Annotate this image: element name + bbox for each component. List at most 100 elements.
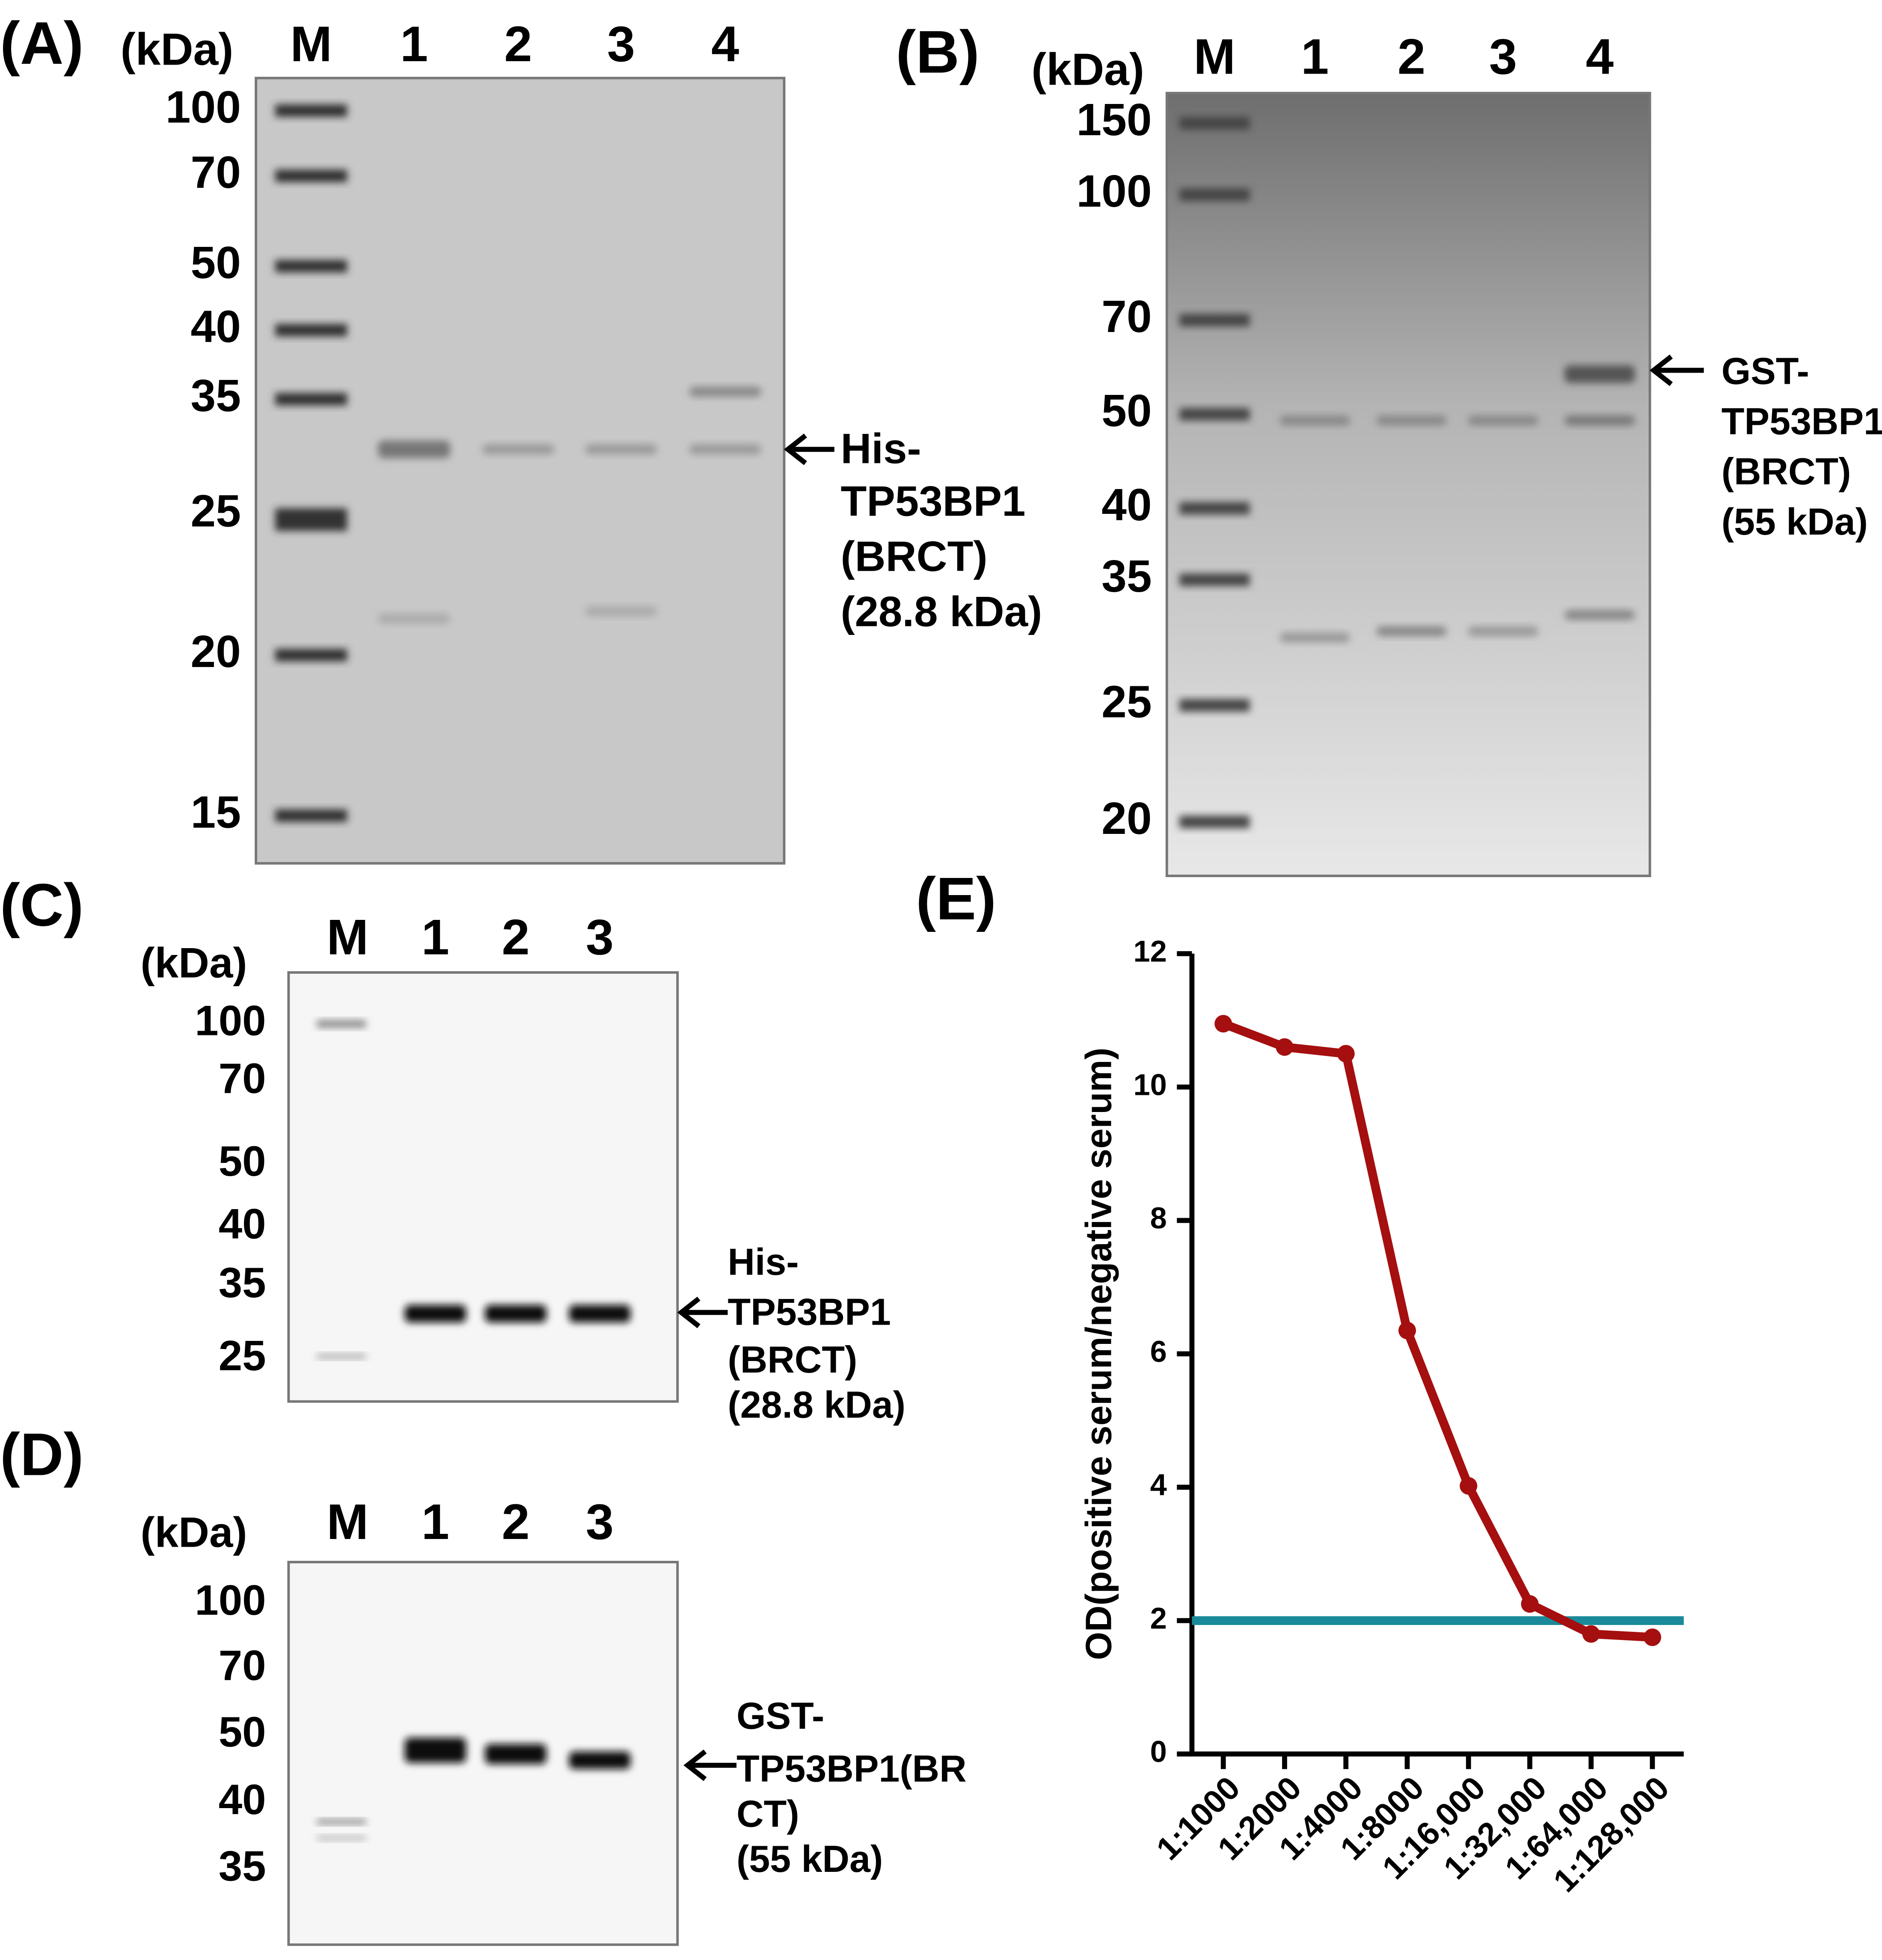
protein-band bbox=[569, 1305, 631, 1322]
protein-band bbox=[585, 606, 657, 617]
protein-band bbox=[1279, 632, 1350, 643]
data-point bbox=[1460, 1477, 1478, 1495]
marker-band bbox=[317, 1020, 366, 1028]
arrow bbox=[784, 433, 834, 466]
annotation: (BRCT) bbox=[840, 533, 987, 581]
marker-label: 70 bbox=[191, 147, 241, 198]
series-line bbox=[1222, 1020, 1653, 1642]
gel bbox=[287, 971, 679, 1403]
marker-label: 40 bbox=[1101, 480, 1152, 530]
marker-label: 25 bbox=[1101, 676, 1152, 727]
annotation: (55 kDa) bbox=[736, 1838, 883, 1880]
panel-label: (C) bbox=[0, 871, 83, 938]
marker-label: 15 bbox=[191, 787, 241, 837]
data-point bbox=[1398, 1322, 1416, 1340]
lane-label: M bbox=[1193, 28, 1235, 84]
annotation: GST- bbox=[1722, 350, 1809, 392]
marker-band bbox=[275, 809, 347, 822]
arrow bbox=[677, 1296, 728, 1328]
marker-label: 35 bbox=[1101, 551, 1152, 602]
unit-label: (kDa) bbox=[1031, 44, 1144, 95]
marker-label: 40 bbox=[219, 1200, 266, 1248]
y-tick-label: 2 bbox=[1150, 1601, 1167, 1635]
marker-label: 35 bbox=[191, 371, 241, 421]
lane-label: 2 bbox=[502, 1494, 529, 1550]
data-point bbox=[1276, 1038, 1294, 1056]
marker-band bbox=[275, 649, 347, 661]
y-tick-label: 8 bbox=[1150, 1201, 1167, 1235]
marker-band bbox=[317, 1835, 366, 1841]
data-point bbox=[1643, 1628, 1661, 1646]
protein-band bbox=[585, 444, 657, 454]
annotation: His- bbox=[728, 1240, 799, 1283]
marker-band bbox=[275, 104, 347, 117]
marker-label: 50 bbox=[1101, 385, 1152, 436]
protein-band bbox=[378, 614, 450, 624]
protein-band bbox=[1376, 626, 1447, 637]
marker-label: 50 bbox=[219, 1138, 266, 1185]
protein-band bbox=[485, 1305, 546, 1322]
protein-band bbox=[378, 440, 450, 458]
lane-label: 1 bbox=[422, 1494, 449, 1550]
annotation: (BRCT) bbox=[728, 1338, 858, 1381]
marker-label: 70 bbox=[219, 1055, 266, 1102]
annotation: TP53BP1 bbox=[728, 1291, 891, 1333]
marker-label: 100 bbox=[195, 997, 266, 1044]
protein-band bbox=[1564, 365, 1635, 383]
marker-label: 25 bbox=[219, 1332, 266, 1379]
arrow bbox=[1649, 354, 1704, 386]
panel-label: (E) bbox=[916, 865, 996, 932]
protein-band bbox=[1564, 610, 1635, 620]
y-tick-label: 4 bbox=[1150, 1468, 1167, 1502]
marker-band bbox=[1179, 408, 1250, 421]
lane-label: 2 bbox=[502, 909, 529, 965]
annotation: TP53BP1 bbox=[840, 478, 1025, 525]
annotation: His- bbox=[840, 425, 921, 472]
lane-label: 1 bbox=[422, 909, 449, 965]
lane-label: 4 bbox=[1586, 28, 1614, 84]
protein-band bbox=[1564, 415, 1635, 426]
protein-band bbox=[1279, 415, 1350, 426]
marker-label: 50 bbox=[219, 1708, 266, 1756]
data-point bbox=[1582, 1625, 1600, 1643]
annotation: GST- bbox=[736, 1695, 824, 1737]
marker-band bbox=[1179, 117, 1250, 130]
marker-label: 20 bbox=[1101, 793, 1152, 844]
panel-label: (D) bbox=[0, 1421, 83, 1488]
marker-label: 20 bbox=[191, 626, 241, 677]
lane-label: M bbox=[327, 909, 368, 965]
arrow bbox=[683, 1749, 737, 1781]
marker-band bbox=[275, 508, 347, 531]
annotation: TP53BP1 bbox=[1722, 400, 1882, 442]
marker-band bbox=[275, 393, 347, 406]
lane-label: 3 bbox=[607, 16, 635, 72]
gel bbox=[255, 77, 786, 865]
marker-label: 35 bbox=[219, 1843, 266, 1890]
marker-band bbox=[1179, 188, 1250, 201]
marker-label: 100 bbox=[195, 1577, 266, 1624]
panel-label: (A) bbox=[0, 9, 83, 77]
annotation: (BRCT) bbox=[1722, 450, 1851, 492]
marker-band bbox=[1179, 573, 1250, 586]
protein-band bbox=[1468, 415, 1538, 426]
lane-label: 1 bbox=[400, 16, 428, 72]
marker-band bbox=[317, 1819, 366, 1824]
protein-band bbox=[689, 444, 761, 454]
lane-label: 2 bbox=[504, 16, 532, 72]
y-axis-label: OD(positive serum/negative serum) bbox=[1079, 1047, 1119, 1660]
marker-band bbox=[1179, 502, 1250, 515]
annotation: TP53BP1(BR bbox=[736, 1747, 967, 1790]
annotation: CT) bbox=[736, 1792, 799, 1835]
annotation: (28.8 kDa) bbox=[840, 588, 1042, 636]
marker-label: 40 bbox=[219, 1776, 266, 1824]
lane-label: 3 bbox=[1489, 28, 1517, 84]
marker-label: 40 bbox=[191, 302, 241, 352]
unit-label: (kDa) bbox=[120, 24, 233, 75]
lane-label: 4 bbox=[711, 16, 739, 72]
y-tick-label: 12 bbox=[1133, 934, 1167, 968]
lane-label: 3 bbox=[586, 1494, 614, 1550]
lane-label: M bbox=[290, 16, 332, 72]
lane-label: M bbox=[327, 1494, 368, 1550]
marker-band bbox=[275, 324, 347, 337]
